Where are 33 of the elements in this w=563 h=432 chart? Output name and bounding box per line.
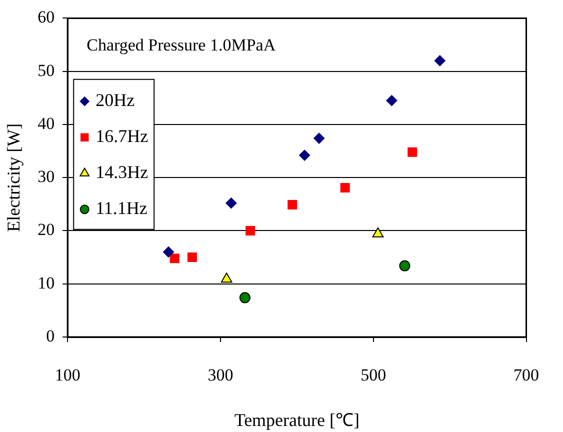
point <box>239 292 250 304</box>
y-tick-label: 40 <box>38 114 55 133</box>
x-tick-label: 100 <box>54 366 80 385</box>
annotation: Charged Pressure 1.0MPaA <box>86 36 276 55</box>
y-tick-label: 0 <box>46 326 55 346</box>
y-tick-label: 10 <box>38 273 55 292</box>
legend-label: 11.1Hz <box>96 198 148 218</box>
point <box>163 246 174 258</box>
x-tick-label: 500 <box>360 366 386 385</box>
point <box>399 260 410 272</box>
point <box>408 147 418 157</box>
point <box>314 132 325 144</box>
point <box>187 252 197 262</box>
point <box>386 95 398 106</box>
y-tick-label: 30 <box>38 167 55 186</box>
x-tick-label: 700 <box>514 366 539 385</box>
y-axis-title: Electricity [W] <box>4 123 24 232</box>
point <box>434 55 446 66</box>
point <box>299 150 310 161</box>
x-axis-title: Temperature [℃] <box>234 410 360 430</box>
point <box>226 198 237 209</box>
point <box>170 254 180 264</box>
y-tick-label: 60 <box>38 8 55 27</box>
legend-label: 14.3Hz <box>96 162 148 182</box>
y-tick-label: 20 <box>38 220 55 240</box>
y-tick-label: 50 <box>38 60 55 80</box>
legend-label: 16.7Hz <box>96 126 148 146</box>
x-tick-label: 300 <box>208 366 234 385</box>
point <box>220 272 232 283</box>
point <box>246 226 256 236</box>
point <box>340 182 350 192</box>
point <box>288 200 298 210</box>
legend-label: 20Hz <box>96 90 135 110</box>
